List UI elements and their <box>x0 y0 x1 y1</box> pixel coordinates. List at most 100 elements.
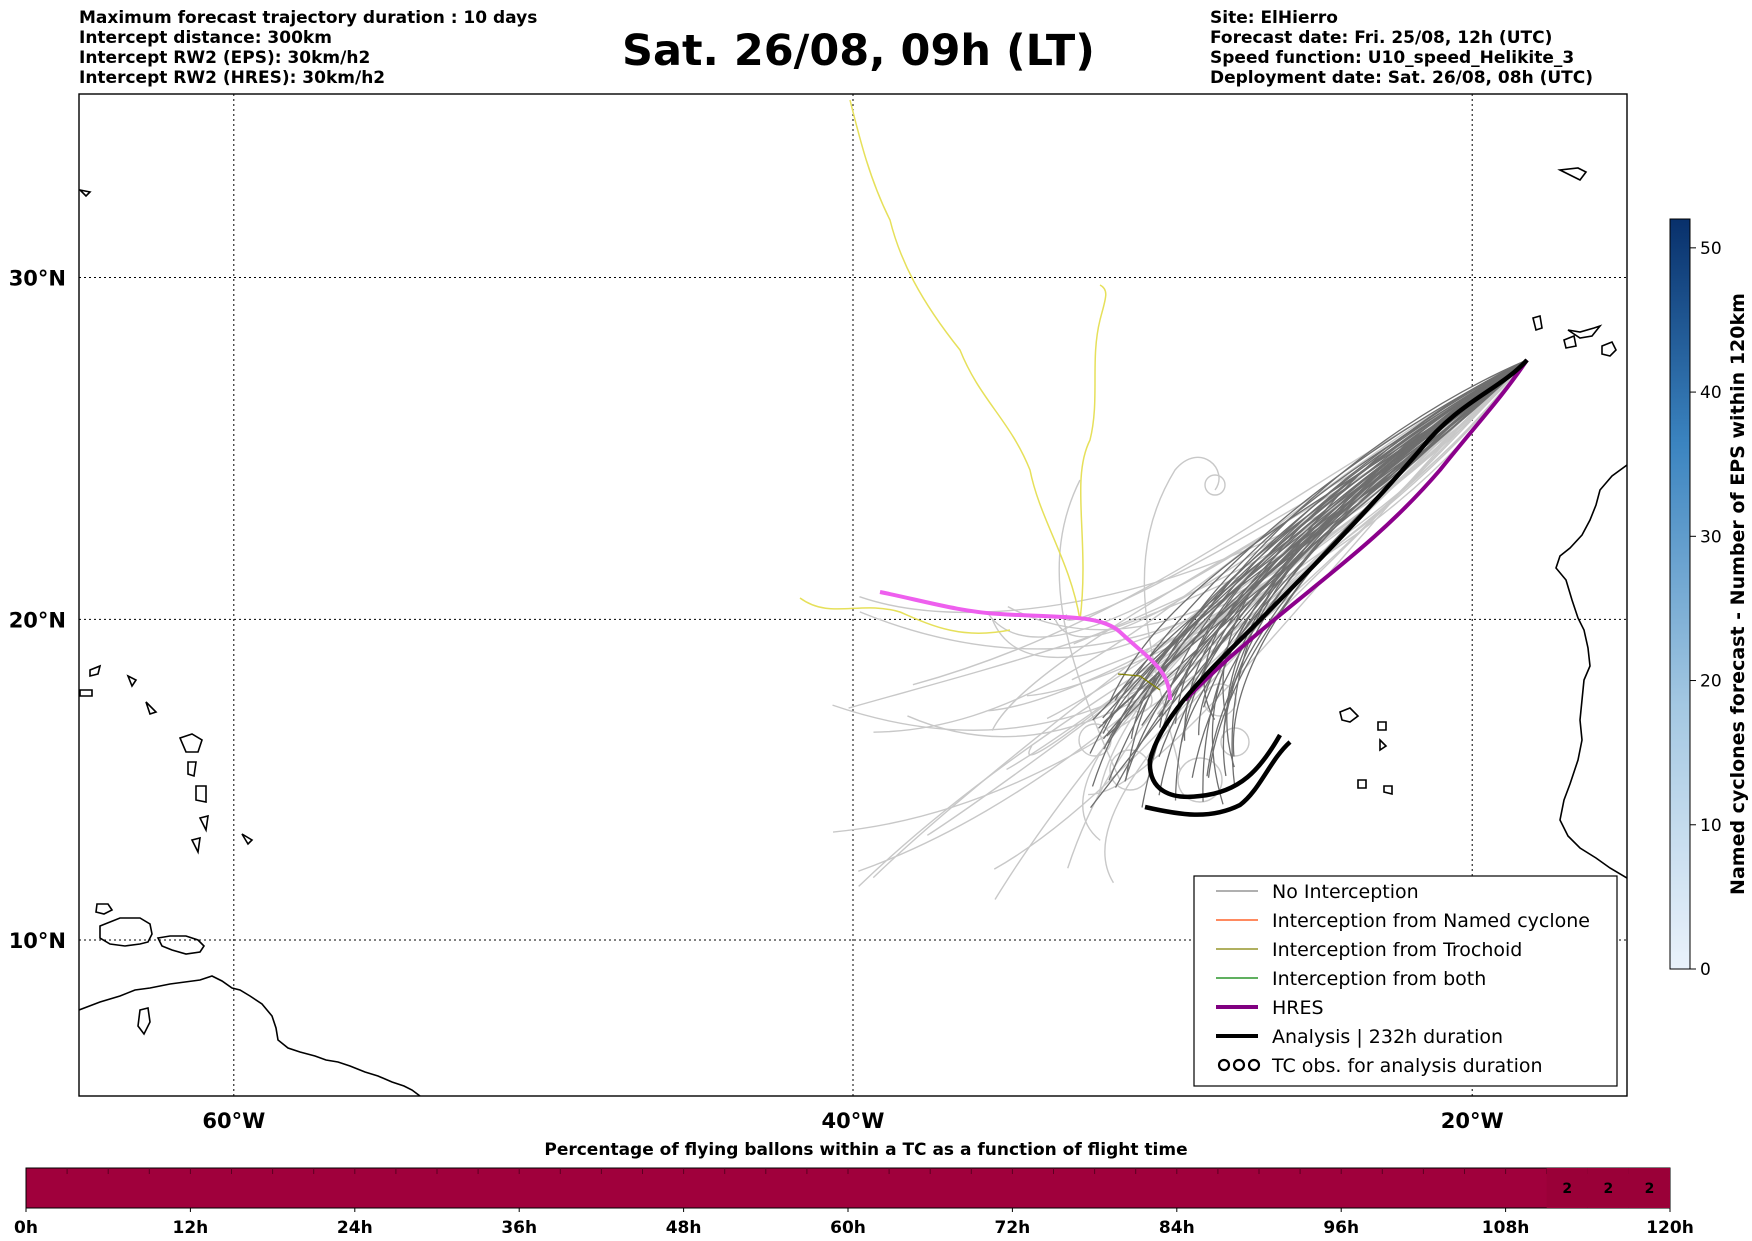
flight-time-tick-label: 96h <box>1323 1218 1359 1238</box>
coastline-cape-verde <box>1339 707 1360 723</box>
lat-tick-label: 10°N <box>9 929 66 953</box>
flight-time-tick-label: 60h <box>830 1218 866 1238</box>
flight-time-bar-title: Percentage of flying ballons within a TC… <box>544 1140 1187 1160</box>
legend-entries: No Interception Interception from Named c… <box>1216 881 1590 1077</box>
map-axis-labels: 60°W 40°W 20°W 30°N 20°N 10°N <box>9 266 1504 1133</box>
legend-entry-label: HRES <box>1272 997 1324 1019</box>
header-right-line: Forecast date: Fri. 25/08, 12h (UTC) <box>1210 28 1553 48</box>
analysis-track <box>1147 358 1529 800</box>
flight-time-tick-label: 108h <box>1482 1218 1530 1238</box>
flight-time-tick-label: 48h <box>666 1218 702 1238</box>
lon-tick-label: 60°W <box>202 1109 265 1133</box>
header-right-line: Site: ElHierro <box>1210 8 1338 28</box>
ensemble-track-faded <box>848 359 1528 709</box>
colorbar-tick-label: 10 <box>1700 816 1722 836</box>
flight-time-bar-ticks: 0h 12h 24h 36h 48h 60h 72h 84h 96h 108h 120h <box>14 1208 1694 1238</box>
coastline-island <box>178 733 203 753</box>
legend-entry-label: TC obs. for analysis duration <box>1271 1055 1543 1077</box>
header-left-line: Intercept distance: 300km <box>79 28 332 48</box>
coastline-south-america <box>79 975 421 1096</box>
lat-tick-label: 20°N <box>9 608 66 632</box>
ensemble-track-trochoid <box>1117 673 1161 691</box>
flight-time-tick-label: 24h <box>337 1218 373 1238</box>
colorbar-tick-label: 40 <box>1700 383 1722 403</box>
ensemble-loop-faded <box>1177 757 1223 803</box>
coastline-island <box>187 761 197 778</box>
coastline-trinidad <box>156 935 206 955</box>
coastline-cape-verde <box>1379 738 1388 752</box>
coastline-canary-islands <box>1532 314 1543 332</box>
coastline-cape-verde <box>1357 779 1367 789</box>
coastline-canary-islands <box>1557 167 1588 182</box>
colorbar-ticks: 0 10 20 30 40 50 <box>1690 239 1722 980</box>
flight-time-tick-label: 84h <box>1159 1218 1195 1238</box>
ensemble-track-no-interception <box>1231 359 1528 788</box>
flight-time-cell <box>1628 1168 1670 1208</box>
ensemble-track-faded <box>1073 359 1528 645</box>
lat-tick-label: 30°N <box>9 266 66 290</box>
colorbar-label: Named cyclones forecast - Number of EPS … <box>1727 293 1749 895</box>
flight-time-tick-label: 0h <box>14 1218 38 1238</box>
flight-time-tick-label: 12h <box>173 1218 209 1238</box>
ensemble-track-yellow <box>1079 284 1107 621</box>
hres-track-faded <box>879 590 1172 701</box>
flight-time-bar: Percentage of flying ballons within a TC… <box>14 1140 1694 1238</box>
flight-time-tick-label: 120h <box>1646 1218 1694 1238</box>
header-info-left: Maximum forecast trajectory duration : 1… <box>79 8 537 88</box>
header-right-line: Speed function: U10_speed_Helikite_3 <box>1210 48 1575 68</box>
ensemble-track-no-interception <box>1090 359 1528 809</box>
coastline-cape-verde <box>1383 785 1393 796</box>
header-right-line: Deployment date: Sat. 26/08, 08h (UTC) <box>1210 68 1594 88</box>
coastline-island <box>95 903 114 915</box>
coastline-canary-islands <box>1567 324 1603 339</box>
ensemble-loop-faded <box>1220 727 1250 757</box>
header-left-line: Intercept RW2 (HRES): 30km/h2 <box>79 68 386 88</box>
ensemble-track-no-interception <box>1198 359 1528 736</box>
ensemble-track-no-interception <box>1206 359 1528 777</box>
legend-entry-label: Interception from Trochoid <box>1272 939 1522 961</box>
analysis-track-lower <box>1144 740 1292 817</box>
ensemble-track-faded <box>1143 456 1220 771</box>
coastline-island <box>89 664 102 678</box>
flight-time-tick-label: 36h <box>501 1218 537 1238</box>
coastline-africa <box>1555 464 1627 879</box>
flight-time-cell <box>1546 1168 1588 1208</box>
flight-time-bar-fill <box>25 1167 1671 1209</box>
flight-time-cell <box>1587 1168 1629 1208</box>
ensemble-track-faded <box>988 359 1528 712</box>
coastline-venezuela-coast <box>99 917 153 947</box>
ensemble-track-no-interception <box>1092 359 1528 721</box>
colorbar-gradient <box>1669 218 1691 970</box>
coastline-cape-verde <box>1377 721 1387 731</box>
coastline-island <box>126 674 138 688</box>
colorbar-tick-label: 50 <box>1700 239 1722 259</box>
coastline-island <box>241 833 254 846</box>
coastline-island <box>137 1007 151 1036</box>
coastline-canary-islands <box>1563 334 1577 349</box>
coastline-island <box>198 814 209 833</box>
ensemble-track-yellow <box>799 597 1011 634</box>
tc-obs-symbol <box>1232 1058 1246 1072</box>
legend-entry-label: Interception from Named cyclone <box>1272 910 1590 932</box>
legend-entry-label: Interception from both <box>1272 968 1486 990</box>
map-legend: No Interception Interception from Named c… <box>1193 875 1618 1087</box>
ensemble-track-faded <box>1104 359 1528 884</box>
hres-track <box>1183 358 1529 702</box>
coastline-island <box>190 836 201 855</box>
flight-time-cell-label: 2 <box>1603 1181 1613 1197</box>
coastline-island <box>79 689 93 697</box>
lon-tick-label: 40°W <box>822 1109 885 1133</box>
flight-time-tick-label: 72h <box>995 1218 1031 1238</box>
ensemble-loop-faded <box>1204 474 1226 496</box>
map-panel: 60°W 40°W 20°W 30°N 20°N 10°N No Interception… <box>9 93 1628 1133</box>
flight-time-cell-label: 2 <box>1645 1181 1655 1197</box>
legend-entry-label: Analysis | 232h duration <box>1272 1026 1503 1048</box>
coastlines <box>79 167 1627 1096</box>
legend-entry-label: No Interception <box>1272 881 1419 903</box>
coastline-island <box>145 701 158 716</box>
colorbar-tick-label: 20 <box>1700 672 1722 692</box>
colorbar: 0 10 20 30 40 50 Named cyclones forecast - Nu… <box>1669 218 1749 980</box>
map-frame <box>78 93 1628 1097</box>
header-left-line: Intercept RW2 (EPS): 30km/h2 <box>79 48 371 68</box>
